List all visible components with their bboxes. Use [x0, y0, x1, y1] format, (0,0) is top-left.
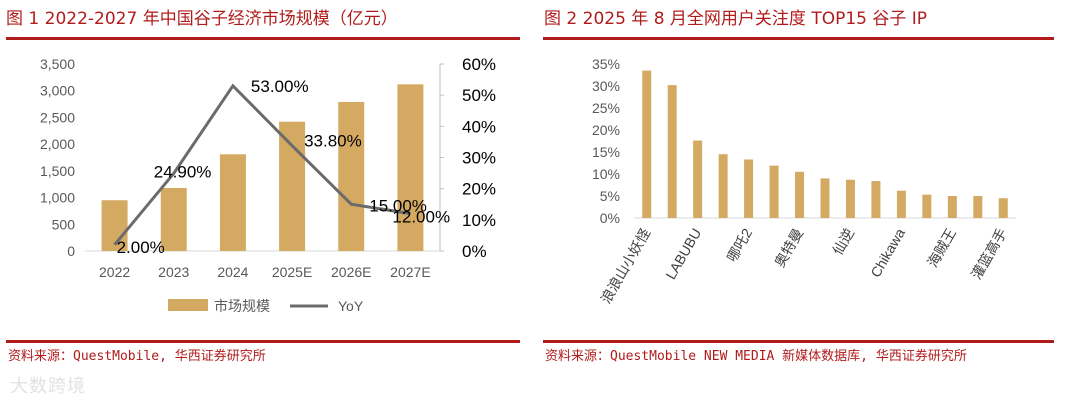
y2-axis-tick-label: 50% — [462, 86, 496, 105]
yoy-data-label: 2.00% — [117, 238, 165, 257]
y-axis-tick-label: 20% — [592, 122, 620, 138]
bar-ip-attention — [744, 159, 754, 218]
bar-ip-attention — [769, 165, 779, 218]
bar-ip-attention — [896, 190, 906, 218]
x-axis-tick-label: LABUBU — [662, 226, 704, 283]
yoy-data-label: 24.90% — [154, 162, 212, 181]
x-axis-tick-label: 哪吒2 — [723, 225, 755, 264]
legend-label-yoy: YoY — [338, 298, 364, 314]
figure-2-chart: 0% 5% 10% 15% 20% 25% 30% 35% 浪浪山小妖怪 LABUBU 哪吒2 奥特曼… — [592, 56, 1016, 307]
y-axis-tick-label: 15% — [592, 144, 620, 160]
x-axis-tick-label: 浪浪山小妖怪 — [597, 226, 653, 307]
y-axis-tick-label: 0% — [600, 210, 620, 226]
x-axis-tick-label: 2027E — [390, 264, 430, 280]
x-axis-tick-label: 奥特曼 — [771, 226, 806, 270]
x-axis-tick-label: 2022 — [99, 264, 130, 280]
figure-2-top-rule — [543, 37, 1054, 40]
bar-market-size — [219, 154, 246, 251]
y2-axis-tick-label: 60% — [462, 55, 496, 74]
y-axis-tick-label: 25% — [592, 100, 620, 116]
bar-ip-attention — [642, 70, 652, 218]
bar-ip-attention — [871, 181, 881, 218]
yoy-data-label: 33.80% — [304, 132, 362, 151]
y-axis-tick-label: 2,500 — [40, 109, 75, 125]
x-axis-tick-label: 2024 — [217, 264, 248, 280]
y-axis-tick-label: 10% — [592, 166, 620, 182]
y-axis-tick-label: 35% — [592, 56, 620, 72]
figure-1-source: 资料来源：QuestMobile, 华西证券研究所 — [8, 349, 266, 364]
x-axis-tick-label: 海贼王 — [924, 226, 959, 270]
bar-ip-attention — [922, 194, 932, 218]
y-axis-tick-label: 30% — [592, 78, 620, 94]
figure-2-source: 资料来源：QuestMobile NEW MEDIA 新媒体数据库, 华西证券研… — [545, 349, 967, 364]
yoy-line — [113, 83, 411, 246]
x-axis-tick-label: 2025E — [272, 264, 312, 280]
y2-axis-tick-label: 10% — [462, 211, 496, 230]
x-axis-tick-label: 仙逆 — [829, 226, 857, 258]
y-axis-tick-label: 1,500 — [40, 163, 75, 179]
bar-ip-attention — [845, 179, 855, 218]
y-axis-tick-label: 3,000 — [40, 83, 75, 99]
y-axis-tick-label: 0 — [67, 243, 75, 259]
figure-1-title: 图 1 2022-2027 年中国谷子经济市场规模（亿元） — [6, 9, 398, 29]
bar-ip-attention — [998, 198, 1008, 218]
y-axis-tick-label: 5% — [600, 188, 620, 204]
bar-ip-attention — [693, 140, 703, 218]
x-axis-tick-label: 2023 — [158, 264, 189, 280]
bar-ip-attention — [973, 196, 983, 218]
y2-axis-tick-label: 20% — [462, 180, 496, 199]
legend-label-market-size: 市场规模 — [214, 298, 270, 314]
bar-ip-attention — [820, 178, 830, 218]
y-axis-tick-label: 3,500 — [40, 56, 75, 72]
bar-market-size — [160, 187, 187, 251]
x-axis-tick-label: Chikawa — [867, 225, 908, 280]
bar-ip-attention — [667, 85, 677, 218]
watermark-logo: 大数跨境 — [10, 376, 86, 397]
y2-axis-tick-label: 0% — [462, 242, 487, 261]
y-axis-tick-label: 2,000 — [40, 136, 75, 152]
bar-market-size — [338, 101, 365, 251]
legend-swatch-market-size — [168, 299, 208, 311]
yoy-data-label: 53.00% — [251, 77, 309, 96]
figure-1-chart: 0 500 1,000 1,500 2,000 2,500 3,000 3,500 0% 10% 2… — [40, 55, 496, 314]
bar-market-size — [279, 121, 306, 252]
figure-1-bottom-rule — [6, 340, 520, 343]
y-axis-tick-label: 1,000 — [40, 190, 75, 206]
x-axis-tick-label: 灌篮高手 — [968, 226, 1010, 282]
figure-2-title: 图 2 2025 年 8 月全网用户关注度 TOP15 谷子 IP — [544, 9, 928, 29]
y-axis-tick-label: 500 — [52, 216, 76, 232]
figure-2-bottom-rule — [543, 340, 1054, 343]
yoy-data-label: 12.00% — [392, 208, 450, 227]
bar-ip-attention — [718, 154, 728, 218]
bar-market-size — [397, 84, 424, 251]
yoy-data-label: 15.00% — [369, 196, 427, 215]
bar-ip-attention — [947, 196, 957, 218]
x-axis-tick-label: 2026E — [331, 264, 371, 280]
bar-ip-attention — [795, 171, 805, 218]
y2-axis-tick-label: 30% — [462, 149, 496, 168]
figure-1-top-rule — [6, 37, 520, 40]
y2-axis-tick-label: 40% — [462, 117, 496, 136]
